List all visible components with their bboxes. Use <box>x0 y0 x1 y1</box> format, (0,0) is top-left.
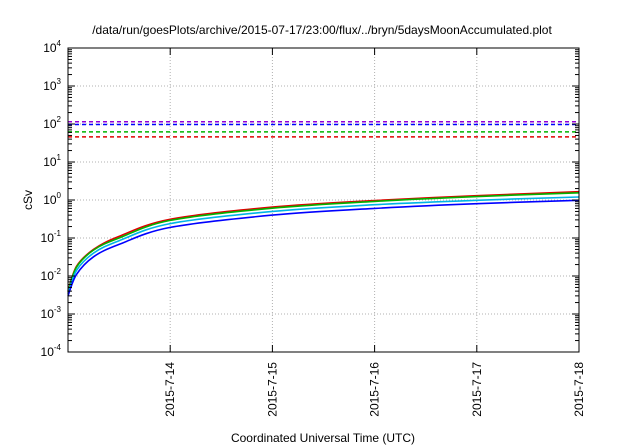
y-tick-base: 10 <box>43 79 57 93</box>
y-axis-label: cSv <box>21 190 35 210</box>
series-line <box>67 192 580 293</box>
x-tick-label: 2015-7-14 <box>163 362 177 417</box>
series-layer <box>67 120 580 297</box>
y-tick-label: 10-1 <box>41 229 62 245</box>
y-tick-base: 10 <box>43 117 57 131</box>
series-line <box>67 199 580 297</box>
y-tick-label: 100 <box>43 191 61 207</box>
y-tick-exponent: -2 <box>54 267 62 276</box>
x-ticks: 2015-7-14 2015-7-15 2015-7-16 2015-7-17 2015… <box>163 48 586 417</box>
chart-title: /data/run/goesPlots/archive/2015-07-17/2… <box>92 23 552 37</box>
x-axis-label: Coordinated Universal Time (UTC) <box>231 431 415 445</box>
x-tick-label: 2015-7-16 <box>368 362 382 417</box>
y-tick-base: 10 <box>43 155 57 169</box>
y-tick-label: 10-3 <box>41 305 62 321</box>
y-tick-exponent: 2 <box>57 115 62 124</box>
y-tick-exponent: -4 <box>54 343 62 352</box>
x-tick-label: 2015-7-17 <box>470 362 484 417</box>
y-tick-base: 10 <box>43 193 57 207</box>
y-tick-base: 10 <box>41 345 55 359</box>
y-tick-base: 10 <box>41 307 55 321</box>
y-tick-exponent: -1 <box>54 229 62 238</box>
x-tick-label: 2015-7-18 <box>572 362 586 417</box>
y-tick-label: 101 <box>43 153 61 169</box>
y-tick-exponent: 3 <box>57 77 62 86</box>
y-tick-exponent: -3 <box>54 305 62 314</box>
y-tick-label: 10-2 <box>41 267 62 283</box>
y-tick-base: 10 <box>41 231 55 245</box>
x-tick-label: 2015-7-15 <box>265 362 279 417</box>
y-tick-label: 102 <box>43 115 61 131</box>
y-tick-exponent: 4 <box>57 39 62 48</box>
y-tick-base: 10 <box>41 269 55 283</box>
y-tick-label: 104 <box>43 39 61 55</box>
y-tick-label: 10-4 <box>41 343 62 359</box>
y-tick-exponent: 1 <box>57 153 62 162</box>
series-line <box>67 196 580 295</box>
y-tick-label: 103 <box>43 77 61 93</box>
y-tick-base: 10 <box>43 41 57 55</box>
y-tick-exponent: 0 <box>57 191 62 200</box>
